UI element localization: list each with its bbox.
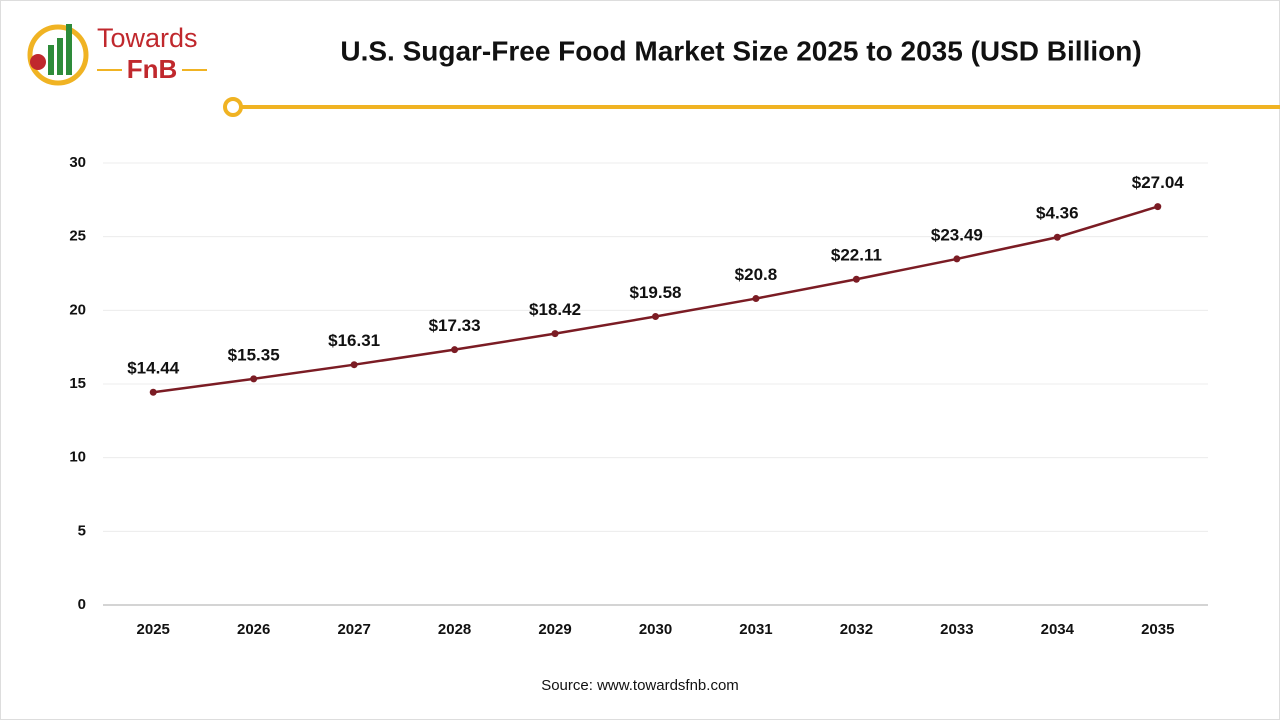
- y-tick-label: 20: [69, 301, 86, 318]
- y-tick-label: 5: [78, 522, 86, 539]
- point: [451, 346, 459, 354]
- data-label: $14.44: [127, 359, 180, 378]
- point: [652, 313, 659, 321]
- point: [1154, 203, 1162, 211]
- point: [350, 361, 358, 369]
- x-tick-label: 2027: [337, 621, 370, 638]
- data-label: $17.33: [429, 316, 481, 335]
- x-tick-label: 2033: [940, 621, 973, 638]
- y-tick-label: 10: [69, 449, 86, 466]
- point: [1053, 233, 1061, 241]
- x-tick-label: 2034: [1041, 621, 1075, 638]
- data-label: $20.8: [735, 265, 778, 284]
- logo-bar: [48, 45, 54, 75]
- logo-bar: [57, 38, 63, 75]
- x-tick-label: 2031: [739, 621, 772, 638]
- x-tick-label: 2029: [538, 621, 571, 638]
- y-tick-label: 30: [69, 154, 86, 171]
- data-label: $22.11: [831, 246, 882, 265]
- logo-bar: [66, 24, 72, 75]
- y-tick-label: 0: [78, 596, 86, 613]
- data-label: $15.35: [228, 345, 280, 364]
- data-label: $16.31: [328, 331, 380, 350]
- logo: Towards FnB: [27, 23, 207, 86]
- y-tick-label: 15: [69, 375, 86, 392]
- point: [852, 275, 860, 283]
- data-label: $19.58: [630, 283, 682, 302]
- x-tick-label: 2032: [840, 621, 873, 638]
- data-label: $27.04: [1132, 173, 1185, 192]
- data-label: $4.36: [1036, 204, 1079, 223]
- point: [752, 295, 760, 303]
- x-tick-label: 2030: [639, 621, 672, 638]
- chart-title: U.S. Sugar-Free Food Market Size 2025 to…: [340, 35, 1141, 66]
- brand-bottom: FnB: [127, 54, 178, 84]
- x-tick-label: 2028: [438, 621, 471, 638]
- point: [250, 375, 258, 383]
- x-tick-label: 2035: [1141, 621, 1174, 638]
- y-tick-label: 25: [69, 228, 86, 245]
- point: [551, 330, 559, 338]
- data-label: $18.42: [529, 300, 581, 319]
- point: [149, 388, 157, 396]
- data-label: $23.49: [931, 225, 983, 244]
- brand-top: Towards: [97, 23, 198, 53]
- x-tick-label: 2025: [137, 621, 170, 638]
- point: [953, 255, 961, 263]
- x-tick-label: 2026: [237, 621, 270, 638]
- logo-ring: [27, 24, 89, 86]
- title-rule-dot: [223, 97, 243, 117]
- logo-dot: [30, 54, 46, 70]
- source: Source: www.towardsfnb.com: [541, 677, 739, 694]
